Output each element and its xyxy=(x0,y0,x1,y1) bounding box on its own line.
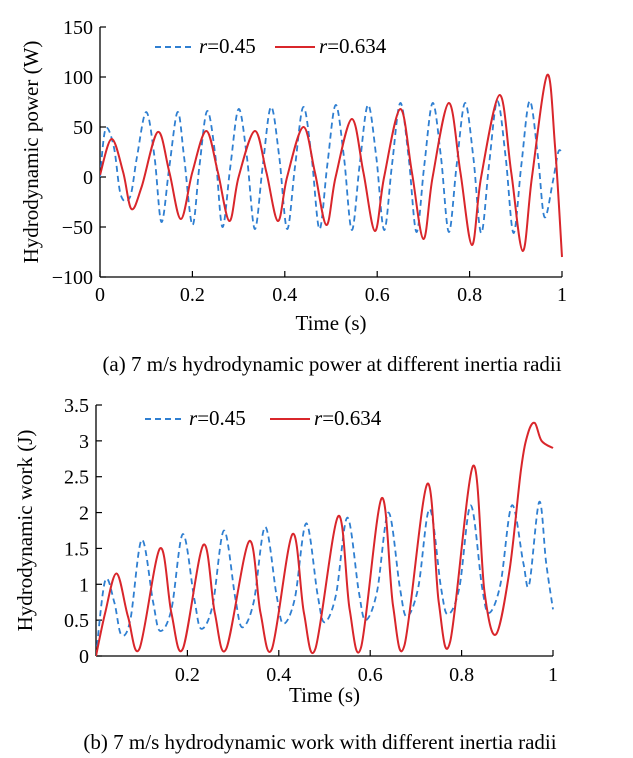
x-axis-label: Time (s) xyxy=(296,311,367,335)
y-tick-label: 3 xyxy=(79,431,89,453)
y-axis-label: Hydrodynamic work (J) xyxy=(13,430,37,632)
y-axis-label: Hydrodynamic power (W) xyxy=(19,41,43,264)
legend-label: r=0.634 xyxy=(319,34,387,58)
legend-value: =0.634 xyxy=(322,406,382,430)
y-tick-label: 0 xyxy=(79,646,89,668)
series-line-r-0-45 xyxy=(100,100,563,234)
legend-label: r=0.45 xyxy=(189,406,246,430)
legend-value: =0.45 xyxy=(207,34,256,58)
y-tick-label: 0 xyxy=(83,167,93,189)
x-tick-label: 0.8 xyxy=(449,664,474,686)
series-line-r-0-634 xyxy=(96,421,554,657)
y-tick-label: 0.5 xyxy=(64,610,89,632)
x-tick-label: 0.2 xyxy=(175,664,200,686)
series-line-r-0-45 xyxy=(96,500,554,657)
y-tick-label: 1 xyxy=(79,574,89,596)
legend-label: r=0.634 xyxy=(314,406,382,430)
x-tick-label: 0.6 xyxy=(358,664,383,686)
y-tick-label: 150 xyxy=(63,17,93,39)
y-tick-label: −50 xyxy=(62,217,93,239)
x-tick-label: 1 xyxy=(548,664,558,686)
x-tick-label: 0.4 xyxy=(272,284,297,306)
x-tick-label: 0.6 xyxy=(365,284,390,306)
x-axis-label: Time (s) xyxy=(289,683,360,707)
chart-a: −100 −50 0 50 100 150 0 0.2 0.4 0.6 0.8 1 Time (s) Hy… xyxy=(19,17,567,376)
x-tick-label: 0.4 xyxy=(266,664,291,686)
legend-var: r xyxy=(189,406,198,430)
chart-b: 0 0.5 1 1.5 2 2.5 3 3.5 0.2 0.4 0.6 0.8 1 Time (s) Hyd… xyxy=(13,395,558,754)
y-tick-label: 2.5 xyxy=(64,467,89,489)
y-tick-label: 1.5 xyxy=(64,538,89,560)
legend-value: =0.45 xyxy=(197,406,246,430)
series-line-r-0-634 xyxy=(100,73,563,258)
y-tick-label: 100 xyxy=(63,67,93,89)
y-tick-label: 50 xyxy=(73,117,93,139)
figure-caption: (b) 7 m/s hydrodynamic work with differe… xyxy=(83,730,556,754)
legend-var: r xyxy=(319,34,328,58)
legend-value: =0.634 xyxy=(327,34,387,58)
y-tick-label: 3.5 xyxy=(64,395,89,417)
x-tick-label: 0.2 xyxy=(180,284,205,306)
y-tick-label: −100 xyxy=(52,267,93,289)
legend-var: r xyxy=(199,34,208,58)
legend-var: r xyxy=(314,406,323,430)
y-tick-label: 2 xyxy=(79,503,89,525)
x-tick-label: 0.8 xyxy=(457,284,482,306)
x-tick-label: 1 xyxy=(557,284,567,306)
legend-label: r=0.45 xyxy=(199,34,256,58)
figure-caption: (a) 7 m/s hydrodynamic power at differen… xyxy=(102,352,561,376)
x-tick-label: 0 xyxy=(95,284,105,306)
